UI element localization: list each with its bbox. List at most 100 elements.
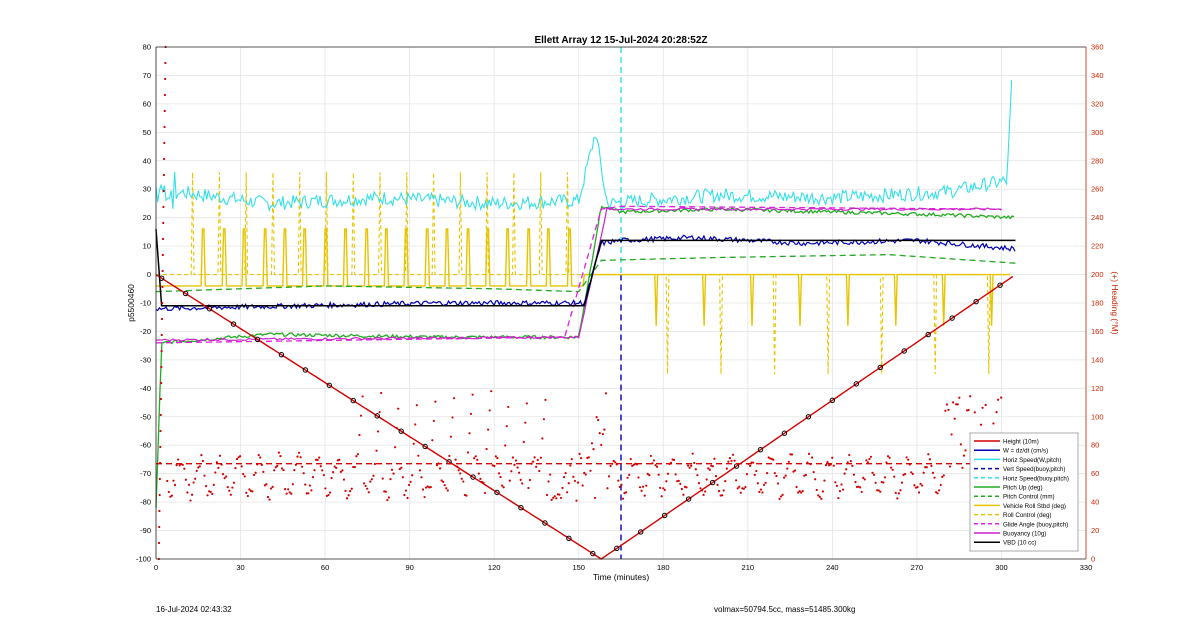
heading-point [721, 494, 724, 497]
height-marker [661, 512, 668, 519]
y-tick-label-right: 300 [1091, 128, 1104, 137]
heading-point [324, 487, 327, 490]
height-marker [398, 428, 404, 434]
series-glide-angle [156, 205, 1002, 344]
heading-point [879, 490, 882, 493]
heading-point [161, 301, 164, 305]
heading-point [635, 463, 639, 466]
y-tick-label-left: 80 [143, 43, 151, 52]
heading-point [907, 458, 910, 461]
heading-point [500, 484, 504, 487]
heading-point [528, 478, 532, 482]
y-tick-label-right: 80 [1091, 441, 1099, 450]
heading-point [335, 466, 338, 469]
heading-point [279, 455, 282, 458]
heading-point [690, 464, 693, 467]
heading-point [459, 472, 462, 475]
x-tick-label: 240 [826, 563, 839, 572]
heading-point [449, 435, 453, 438]
heading-point [194, 477, 197, 480]
heading-point [646, 472, 649, 475]
heading-point [677, 479, 680, 482]
heading-point [704, 490, 707, 493]
heading-point [567, 482, 570, 485]
heading-point [580, 457, 583, 460]
heading-point [649, 454, 652, 458]
heading-point [161, 237, 165, 241]
heading-point [775, 474, 778, 478]
heading-point [786, 467, 789, 470]
heading-point [160, 333, 163, 337]
y-tick-label-right: 100 [1091, 412, 1104, 421]
heading-point [776, 482, 780, 485]
heading-point [276, 464, 279, 468]
heading-point [287, 488, 290, 491]
heading-point [231, 486, 234, 489]
heading-point [522, 440, 525, 444]
chart-title: Ellett Array 12 15-Jul-2024 20:28:52Z [534, 35, 707, 46]
heading-point [877, 489, 880, 492]
heading-point [471, 393, 474, 396]
height-marker [925, 331, 931, 338]
heading-point [810, 456, 814, 459]
heading-point [297, 451, 301, 454]
heading-point [527, 486, 530, 490]
heading-point [731, 453, 735, 456]
heading-point [257, 453, 260, 457]
heading-point [745, 473, 749, 476]
heading-point [778, 497, 781, 500]
heading-point [668, 462, 671, 465]
heading-point [294, 463, 298, 466]
height-marker [973, 298, 979, 305]
heading-point [159, 445, 162, 449]
heading-point [666, 472, 670, 475]
heading-point [530, 462, 533, 465]
heading-point [460, 477, 463, 480]
heading-point [824, 464, 828, 467]
legend-label: Vehicle Roll Stbd (deg) [1003, 503, 1066, 510]
series-buoyancy [155, 207, 1002, 342]
heading-point [835, 484, 838, 487]
heading-point [184, 478, 187, 481]
heading-point [762, 483, 766, 487]
y-axis-label-left: p5500460 [126, 284, 136, 322]
heading-point [629, 457, 632, 461]
heading-point [558, 493, 561, 496]
heading-point [866, 461, 869, 464]
height-marker [470, 474, 476, 480]
x-tick-label: 270 [911, 563, 924, 572]
heading-point [725, 467, 728, 470]
heading-point [708, 468, 711, 471]
heading-point [407, 483, 411, 486]
heading-point [572, 475, 575, 478]
heading-point [713, 457, 716, 460]
heading-point [921, 484, 924, 487]
y-tick-label-left: 50 [143, 128, 151, 137]
heading-point [389, 478, 392, 481]
heading-point [628, 473, 631, 476]
heading-point [562, 476, 566, 479]
x-tick-label: 300 [995, 563, 1008, 572]
heading-point [200, 454, 203, 457]
heading-point [849, 460, 852, 463]
heading-point [415, 404, 418, 407]
heading-point [518, 471, 521, 474]
heading-point [845, 468, 848, 471]
heading-point [414, 423, 417, 426]
heading-point [513, 463, 516, 466]
heading-point [597, 418, 600, 422]
heading-point [936, 492, 939, 495]
heading-point [736, 487, 739, 490]
heading-point [896, 497, 899, 500]
heading-point [308, 484, 311, 487]
heading-point [817, 494, 820, 497]
heading-point [620, 483, 623, 486]
legend-label: Glide Angle (buoy,pitch) [1003, 521, 1068, 528]
legend-box [969, 432, 1079, 552]
heading-point [838, 490, 842, 493]
heading-point [333, 465, 336, 468]
heading-point [784, 474, 787, 477]
heading-point [482, 481, 485, 484]
x-tick-label: 30 [236, 563, 244, 572]
heading-point [469, 412, 473, 416]
